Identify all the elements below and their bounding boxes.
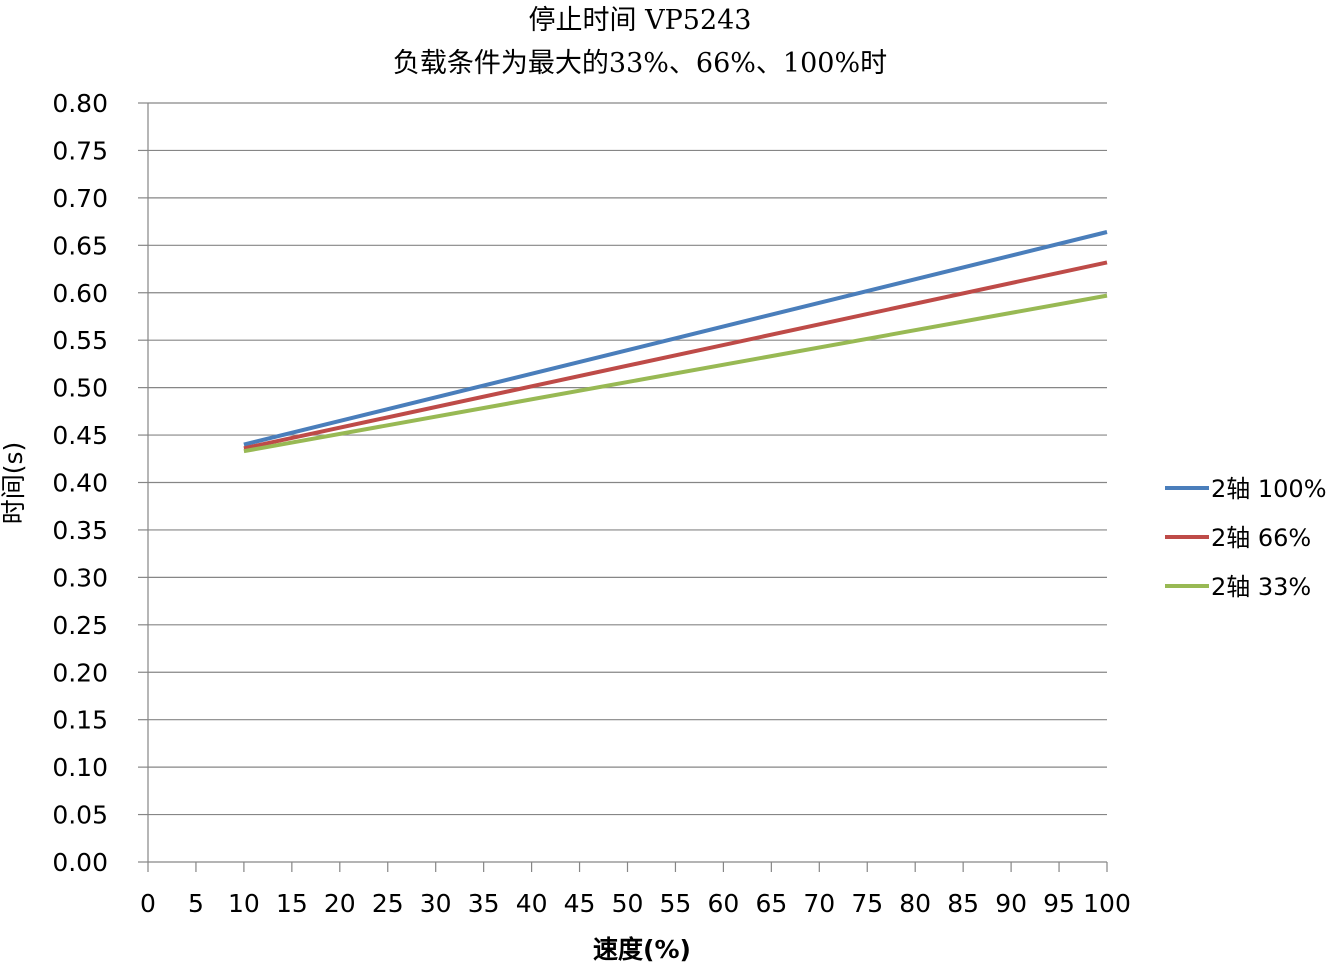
y-tick-label: 0.00 <box>52 848 108 877</box>
series-line <box>243 293 1108 454</box>
x-tick-label: 50 <box>612 889 644 918</box>
gridlines <box>148 102 1107 816</box>
x-tick-label: 40 <box>516 889 548 918</box>
x-tick-label: 30 <box>420 889 452 918</box>
y-tick-label: 0.20 <box>52 658 108 687</box>
x-tick-label: 0 <box>140 889 156 918</box>
y-axis-title: 时间(s) <box>0 442 28 525</box>
x-tick-label: 70 <box>803 889 835 918</box>
y-tick-label: 0.05 <box>52 801 108 830</box>
y-axis-ticks: 0.00 0.05 0.10 0.15 0.20 0.25 0.30 0.35 0.40 0.45… <box>52 89 148 877</box>
legend: 2轴 100% 2轴 66% 2轴 33% <box>1165 475 1327 601</box>
y-tick-label: 0.80 <box>52 89 108 118</box>
legend-label: 2轴 33% <box>1211 573 1311 601</box>
x-tick-label: 5 <box>188 889 204 918</box>
x-tick-label: 75 <box>851 889 883 918</box>
y-tick-label: 0.35 <box>52 516 108 545</box>
x-tick-label: 55 <box>660 889 692 918</box>
y-tick-label: 0.10 <box>52 753 108 782</box>
series-line <box>243 230 1108 447</box>
y-tick-label: 0.65 <box>52 231 108 260</box>
y-tick-label: 0.75 <box>52 136 108 165</box>
x-tick-label: 10 <box>228 889 260 918</box>
axes <box>147 103 1107 863</box>
y-tick-label: 0.50 <box>52 374 108 403</box>
x-axis-ticks: 0 5 10 15 20 25 30 35 40 45 50 55 60 65 70 75 80 85 90 95 10… <box>140 862 1131 918</box>
series-line <box>243 260 1108 451</box>
x-tick-label: 35 <box>468 889 500 918</box>
chart-subtitle: 负载条件为最大的33%、66%、100%时 <box>393 48 887 79</box>
x-axis-title: 速度(%) <box>593 935 691 964</box>
x-tick-label: 100 <box>1083 889 1131 918</box>
y-tick-label: 0.55 <box>52 326 108 355</box>
x-tick-label: 90 <box>995 889 1027 918</box>
x-tick-label: 85 <box>947 889 979 918</box>
x-tick-label: 95 <box>1043 889 1075 918</box>
x-tick-label: 45 <box>564 889 596 918</box>
legend-label: 2轴 100% <box>1211 475 1327 503</box>
x-tick-label: 25 <box>372 889 404 918</box>
series-lines <box>243 230 1108 454</box>
y-tick-label: 0.30 <box>52 563 108 592</box>
x-tick-label: 80 <box>899 889 931 918</box>
legend-label: 2轴 66% <box>1211 524 1311 552</box>
y-tick-label: 0.45 <box>52 421 108 450</box>
x-tick-label: 20 <box>324 889 356 918</box>
chart-title: 停止时间 VP5243 <box>529 5 752 36</box>
x-tick-label: 60 <box>707 889 739 918</box>
y-tick-label: 0.25 <box>52 611 108 640</box>
y-tick-label: 0.60 <box>52 279 108 308</box>
y-tick-label: 0.15 <box>52 706 108 735</box>
y-tick-label: 0.70 <box>52 184 108 213</box>
x-tick-label: 65 <box>755 889 787 918</box>
x-tick-label: 15 <box>276 889 308 918</box>
y-tick-label: 0.40 <box>52 469 108 498</box>
